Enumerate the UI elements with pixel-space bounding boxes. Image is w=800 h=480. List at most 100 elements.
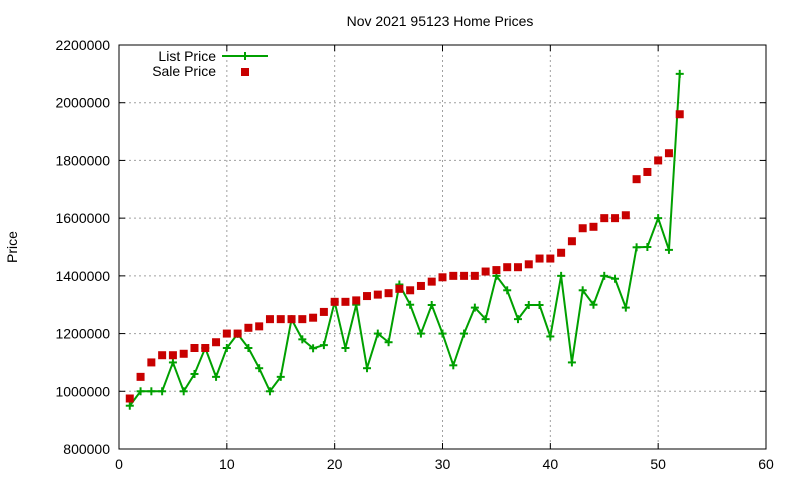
sale-price-point [244,323,253,332]
list-price-point [147,387,156,396]
list-price-point [654,214,663,223]
sale-price-point [255,322,264,331]
sale-price-point [276,315,285,324]
x-tick-label: 10 [219,456,235,472]
sale-price-point [492,266,501,275]
y-tick-label: 2200000 [55,37,110,53]
list-price-point [416,329,425,338]
y-tick-label: 1200000 [55,326,110,342]
list-price-point [438,329,447,338]
y-tick-label: 1600000 [55,210,110,226]
sale-price-point [460,271,469,280]
series-layer [125,69,684,410]
list-price-point [384,338,393,347]
list-price-point [632,243,641,252]
list-price-point [309,344,318,353]
list-price-point [460,329,469,338]
sale-price-point [503,263,512,272]
sale-price-point [524,260,533,269]
sale-price-point [567,237,576,246]
list-price-point [557,271,566,280]
legend-marker-sale-price [241,68,249,76]
sale-price-point [481,267,490,276]
sale-price-point [190,344,199,352]
list-price-point [373,329,382,338]
sale-price-point [535,254,544,263]
list-price-point [158,387,167,396]
x-tick-label: 20 [327,456,343,472]
sale-price-point [578,224,587,233]
sale-price-point [147,358,156,367]
list-price-point [179,387,188,396]
sale-price-point [513,263,522,272]
sale-price-point [179,349,188,358]
series-line-list-price [128,73,681,407]
legend: List Price Sale Price [152,48,268,79]
sale-price-point [125,394,134,403]
sale-price-point [611,214,620,223]
legend-label-sale-price: Sale Price [152,63,216,79]
sale-price-point [201,344,210,352]
x-tick-label: 40 [543,456,559,472]
sale-price-point [675,110,684,119]
y-tick-label: 800000 [63,441,110,457]
list-price-point [244,344,253,352]
list-price-point [168,358,177,367]
sale-price-point [373,290,382,299]
sale-price-point [416,281,425,290]
sale-price-point [438,273,447,282]
sale-price-point [600,214,609,223]
sale-price-point [384,289,393,298]
list-price-point [513,315,522,324]
y-tick-label: 1800000 [55,152,110,168]
legend-marker-list-price [241,52,249,60]
sale-price-point [136,372,145,381]
sale-price-point [654,156,663,165]
sale-price-point [449,271,458,280]
list-price-point [664,245,673,254]
x-tick-label: 50 [650,456,666,472]
y-tick-label: 1000000 [55,383,110,399]
sale-price-point [470,271,479,280]
list-price-point [578,286,587,295]
sale-price-point [632,175,641,184]
list-price-point [255,364,264,373]
list-price-point [298,335,307,344]
list-price-point [363,364,372,373]
sale-price-point [265,315,274,324]
chart-title: Nov 2021 95123 Home Prices [347,13,534,29]
sale-price-point [643,167,652,176]
list-price-point [600,271,609,280]
sale-price-point [158,351,167,360]
y-axis-label: Price [4,231,20,263]
list-price-point [643,243,652,251]
list-price-point [265,387,274,396]
sale-price-point [406,286,415,295]
sale-price-point [395,284,404,293]
list-price-point [427,301,436,310]
list-price-point [341,344,350,352]
sale-price-point [233,329,242,338]
list-price-point [449,361,458,370]
grid [119,45,766,449]
list-price-point [621,303,630,312]
list-price-point [524,301,533,310]
list-price-point [125,401,134,410]
sale-price-point [363,292,372,301]
list-price-point [136,387,145,396]
list-price-point [222,344,231,352]
list-price-point [567,358,576,367]
x-tick-label: 60 [758,456,774,472]
axis-ticks: 0 10 20 30 40 50 60 800000 1000000 1200000 1400000… [55,37,774,472]
list-price-point [546,332,555,341]
sale-price-point [557,248,566,257]
sale-price-point [621,211,630,220]
sale-price-point [427,277,436,286]
x-tick-label: 30 [435,456,451,472]
sale-price-point [298,315,307,324]
sale-price-point [287,315,296,324]
sale-price-point [222,329,231,338]
list-price-point [675,69,684,78]
list-price-point [611,274,620,283]
